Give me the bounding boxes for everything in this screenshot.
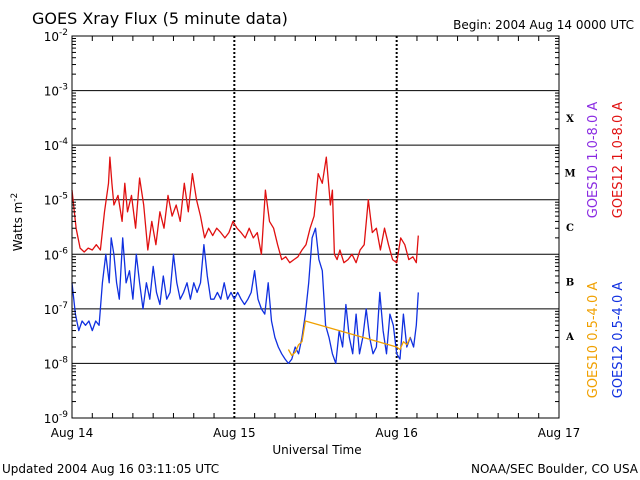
y-tick-label: 10-7 <box>44 301 68 317</box>
series-line-goes10-0-5-4-0-a <box>287 320 411 357</box>
y-tick-label: 10-9 <box>44 410 69 426</box>
legend-goes12-0-5-4-0-a: GOES12 0.5-4.0 A <box>611 282 626 399</box>
y-tick-label: 10-2 <box>44 28 68 44</box>
y-axis-label: Watts m-2 <box>10 193 25 252</box>
grid-lines <box>72 36 559 418</box>
axis-ticks: 10-9 10-8 10-7 10-6 10-5 10-4 10-3 10-2 Aug 14 Au… <box>44 28 581 440</box>
flare-class-label: A <box>565 332 574 343</box>
legend-goes12-1-0-8-0-a: GOES12 1.0-8.0 A <box>611 102 626 219</box>
y-axis-label-text: Watts m <box>11 202 25 252</box>
flare-class-label: X <box>566 114 574 125</box>
y-tick-label: 10-6 <box>44 246 69 262</box>
plot-frame <box>71 35 560 419</box>
chart-title: GOES Xray Flux (5 minute data) <box>32 9 288 28</box>
y-tick-label: 10-3 <box>44 83 68 99</box>
y-tick-label: 10-4 <box>44 137 69 153</box>
x-tick-label: Aug 16 <box>375 426 418 440</box>
series-legend: GOES10 1.0-8.0 A GOES12 1.0-8.0 A GOES10 0… <box>586 102 626 399</box>
legend-goes10-1-0-8-0-a: GOES10 1.0-8.0 A <box>586 102 601 219</box>
begin-time: Begin: 2004 Aug 14 0000 UTC <box>453 18 634 32</box>
x-tick-label: Aug 17 <box>538 426 581 440</box>
flare-class-label: M <box>564 168 575 179</box>
flare-class-label: C <box>566 223 574 234</box>
flare-class-labels: X M C B A <box>564 114 575 343</box>
y-tick-label: 10-5 <box>44 192 68 208</box>
x-axis-label: Universal Time <box>272 443 361 457</box>
x-tick-label: Aug 15 <box>213 426 256 440</box>
updated-time: Updated 2004 Aug 16 03:11:05 UTC <box>2 462 219 476</box>
y-axis-label-sup: -2 <box>10 193 20 202</box>
y-tick-label: 10-8 <box>44 355 69 371</box>
x-tick-label: Aug 14 <box>51 426 94 440</box>
series-lines <box>71 156 419 365</box>
flare-class-label: B <box>566 278 574 289</box>
series-line-goes12-0-5-4-0-a <box>71 227 419 365</box>
series-line-goes12-1-0-8-0-a <box>71 156 419 264</box>
data-source: NOAA/SEC Boulder, CO USA <box>471 462 639 476</box>
legend-goes10-0-5-4-0-a: GOES10 0.5-4.0 A <box>586 282 601 399</box>
